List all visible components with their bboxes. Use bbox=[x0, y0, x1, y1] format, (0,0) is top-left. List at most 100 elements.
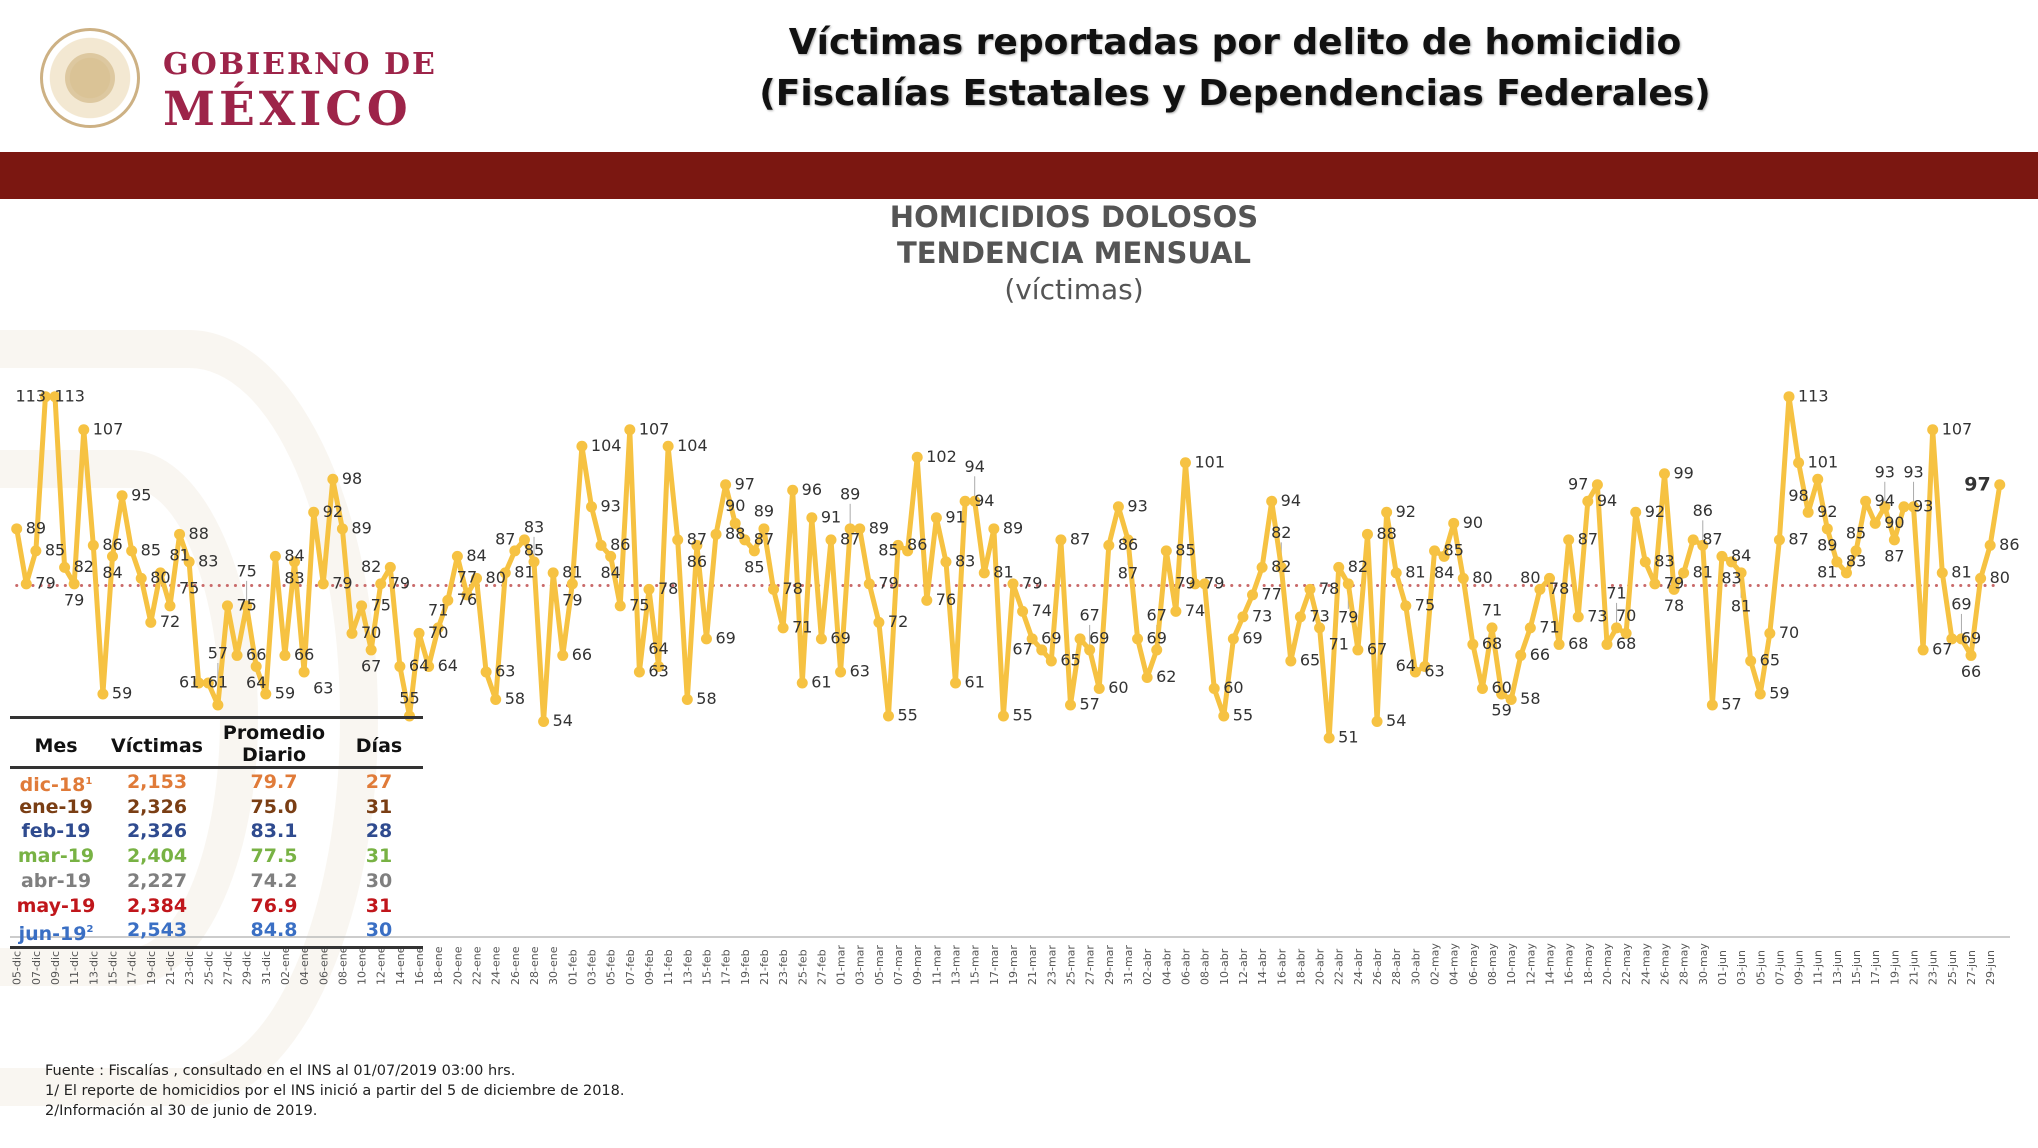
table-bottom-rule bbox=[10, 946, 423, 949]
data-label: 73 bbox=[1587, 607, 1607, 626]
data-point bbox=[643, 583, 655, 595]
data-point bbox=[576, 440, 588, 452]
data-point bbox=[691, 539, 703, 551]
data-label: 61 bbox=[208, 673, 228, 692]
cell-mes: ene-19 bbox=[19, 795, 93, 818]
data-label: 98 bbox=[342, 469, 362, 488]
data-label: 80 bbox=[1472, 568, 1492, 587]
data-label: 83 bbox=[955, 551, 975, 570]
data-point bbox=[796, 677, 808, 689]
data-label: 70 bbox=[1779, 623, 1799, 642]
x-tick-label: 09-mar bbox=[911, 945, 924, 985]
x-tick-label: 21-mar bbox=[1026, 945, 1039, 985]
data-label: 59 bbox=[1491, 701, 1511, 720]
data-label: 55 bbox=[399, 689, 419, 708]
x-tick-label: 21-dic bbox=[164, 951, 177, 985]
data-label: 72 bbox=[160, 612, 180, 631]
data-point bbox=[1457, 572, 1469, 584]
data-point bbox=[107, 550, 118, 562]
data-label: 86 bbox=[102, 535, 122, 554]
data-label: 69 bbox=[1961, 629, 1981, 648]
gobierno-de-mexico-logo: GOBIERNO DE MÉXICO bbox=[30, 20, 450, 137]
x-tick-label: 16-abr bbox=[1275, 948, 1288, 985]
data-label: 79 bbox=[1175, 573, 1195, 592]
x-tick-label: 13-mar bbox=[950, 945, 963, 985]
x-tick-label: 12-ene bbox=[375, 946, 388, 985]
data-label: 57 bbox=[1080, 695, 1100, 714]
data-label: 61 bbox=[965, 673, 985, 692]
x-tick-label: 03-mar bbox=[854, 945, 867, 985]
data-point bbox=[1908, 501, 1920, 513]
data-label: 66 bbox=[294, 645, 314, 664]
data-point bbox=[988, 523, 1000, 535]
series-line bbox=[14, 394, 2003, 741]
data-point bbox=[547, 567, 559, 579]
data-point bbox=[863, 578, 875, 590]
x-tick-label: 11-dic bbox=[68, 951, 81, 985]
data-label: 79 bbox=[64, 590, 84, 609]
data-label: 59 bbox=[275, 684, 295, 703]
cell-dias: 28 bbox=[365, 820, 393, 843]
data-point bbox=[164, 600, 176, 612]
data-point bbox=[1266, 495, 1278, 507]
data-point bbox=[490, 693, 502, 705]
data-point bbox=[1658, 468, 1670, 480]
data-point bbox=[997, 710, 1009, 722]
data-label: 63 bbox=[495, 662, 515, 681]
page-title-line1: Víctimas reportadas por delito de homici… bbox=[788, 22, 1682, 63]
data-point bbox=[1467, 638, 1479, 650]
data-point bbox=[729, 517, 741, 529]
data-label: 81 bbox=[1731, 596, 1751, 615]
data-label: 97 bbox=[1568, 474, 1588, 493]
data-point bbox=[1122, 534, 1134, 546]
data-point bbox=[1821, 523, 1833, 535]
x-tick-label: 11-jun bbox=[1812, 950, 1825, 985]
data-point bbox=[1074, 633, 1086, 645]
data-label: 89 bbox=[869, 518, 889, 537]
data-point bbox=[1793, 457, 1805, 469]
x-tick-label: 18-abr bbox=[1294, 948, 1307, 985]
data-label: 82 bbox=[1271, 523, 1291, 542]
data-point bbox=[1352, 644, 1364, 656]
data-label: 67 bbox=[1367, 640, 1387, 659]
x-tick-label: 04-may bbox=[1448, 943, 1461, 985]
data-point bbox=[566, 578, 578, 590]
footnote-2: 2/Información al 30 de junio de 2019. bbox=[45, 1103, 318, 1119]
x-tick-label: 08-may bbox=[1486, 943, 1499, 985]
data-label: 69 bbox=[1242, 629, 1262, 648]
data-label: 92 bbox=[1817, 502, 1837, 521]
data-label: 54 bbox=[553, 711, 573, 730]
data-label: 84 bbox=[284, 546, 304, 565]
x-tick-label: 05-mar bbox=[873, 945, 886, 985]
data-label: 82 bbox=[74, 557, 94, 576]
data-label: 55 bbox=[897, 706, 917, 725]
data-label: 107 bbox=[639, 419, 670, 438]
cell-promedio: 76.9 bbox=[250, 894, 298, 917]
data-point bbox=[777, 622, 789, 634]
data-point bbox=[365, 644, 377, 656]
data-label: 79 bbox=[390, 573, 410, 592]
data-point bbox=[1371, 715, 1383, 727]
data-point bbox=[212, 699, 224, 711]
x-tick-label: 26-may bbox=[1658, 943, 1671, 985]
x-tick-label: 10-ene bbox=[356, 946, 369, 985]
cell-promedio: 75.0 bbox=[250, 795, 298, 818]
data-label: 81 bbox=[514, 562, 534, 581]
cell-promedio: 83.1 bbox=[250, 820, 298, 843]
x-tick-label: 25-dic bbox=[202, 951, 215, 985]
data-point bbox=[1611, 622, 1623, 634]
data-point bbox=[1917, 644, 1929, 656]
x-tick-label: 27-jun bbox=[1965, 950, 1978, 985]
table-top-rule bbox=[10, 716, 423, 719]
data-point bbox=[1179, 457, 1191, 469]
data-label: 79 bbox=[1022, 573, 1042, 592]
data-label: 86 bbox=[1999, 535, 2019, 554]
data-point bbox=[1208, 682, 1220, 694]
x-tick-label: 04-abr bbox=[1160, 948, 1173, 985]
data-point bbox=[126, 545, 138, 557]
x-tick-label: 02-may bbox=[1429, 943, 1442, 985]
data-point bbox=[509, 545, 521, 557]
data-point bbox=[480, 666, 492, 678]
data-label: 75 bbox=[1415, 595, 1435, 614]
data-label: 68 bbox=[1482, 634, 1502, 653]
